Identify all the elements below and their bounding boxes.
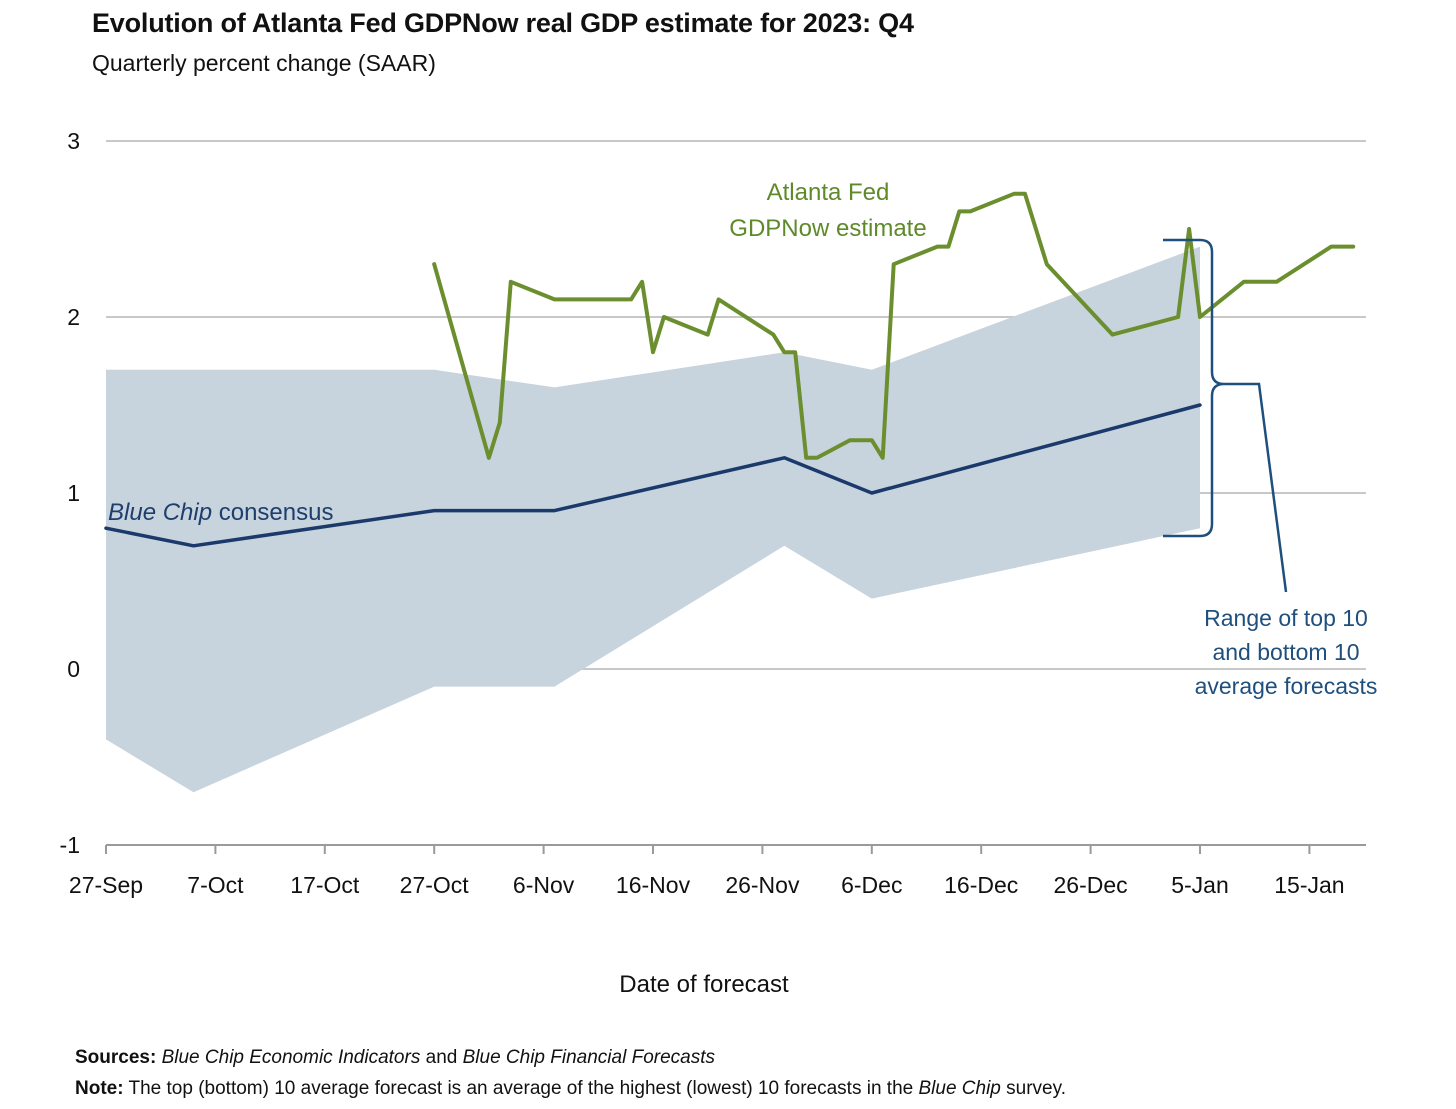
chart-title: Evolution of Atlanta Fed GDPNow real GDP… (92, 8, 914, 38)
note-italic: Blue Chip (918, 1078, 1001, 1099)
y-axis-tick-labels: -1 0 1 2 3 (60, 128, 80, 858)
x-tick-label: 6-Dec (841, 872, 902, 898)
bluechip-series (104, 403, 1202, 548)
sources-part-2: Blue Chip Financial Forecasts (462, 1047, 715, 1068)
x-tick-label: 27-Oct (400, 872, 470, 898)
note-line: Note: The top (bottom) 10 average foreca… (75, 1073, 1066, 1104)
x-tick-label: 17-Oct (290, 872, 360, 898)
note-part-2: survey. (1000, 1078, 1066, 1099)
y-tick-label: 3 (67, 128, 80, 154)
y-tick-label: -1 (60, 832, 80, 858)
x-axis-title: Date of forecast (619, 971, 789, 998)
x-tick-label: 6-Nov (513, 872, 575, 898)
bluechip-label: Blue Chip consensus (108, 499, 333, 526)
x-tick-label: 27-Sep (69, 872, 143, 898)
note-label: Note: (75, 1078, 124, 1099)
x-tick-label: 16-Nov (616, 872, 691, 898)
range-label-line-2: and bottom 10 (1212, 639, 1359, 665)
x-axis-tick-labels: 27-Sep 7-Oct 17-Oct 27-Oct 6-Nov 16-Nov 26-Nov… (69, 872, 1345, 898)
x-tick-label: 26-Dec (1054, 872, 1128, 898)
y-tick-label: 0 (67, 656, 80, 682)
y-tick-label: 1 (67, 480, 80, 506)
footnotes: Sources: Blue Chip Economic Indicators a… (75, 1042, 1066, 1104)
sources-line: Sources: Blue Chip Economic Indicators a… (75, 1042, 1066, 1073)
annotations: Atlanta Fed GDPNow estimate Blue Chip co… (108, 179, 1377, 699)
gdpnow-line (432, 191, 1356, 460)
x-tick-label: 16-Dec (944, 872, 1018, 898)
bluechip-label-rest: consensus (212, 499, 333, 526)
forecast-range-area (106, 246, 1200, 793)
note-part-1: The top (bottom) 10 average forecast is … (123, 1078, 919, 1099)
gdpnow-label-line-1: Atlanta Fed (767, 179, 890, 206)
range-label-line-3: average forecasts (1195, 673, 1378, 699)
bluechip-label-italic: Blue Chip (108, 499, 212, 526)
range-label-line-1: Range of top 10 (1204, 605, 1368, 631)
gdpnow-label-line-2: GDPNow estimate (729, 215, 926, 242)
range-bracket-pointer (1224, 382, 1288, 593)
x-tick-label: 7-Oct (187, 872, 244, 898)
sources-part-1: Blue Chip Economic Indicators (161, 1047, 421, 1068)
sources-label: Sources: (75, 1047, 157, 1068)
range-area-polygon (106, 246, 1200, 793)
x-tick-label: 15-Jan (1274, 872, 1344, 898)
x-axis (105, 844, 1366, 854)
chart-canvas: -1 0 1 2 3 27-Sep 7-Oct 17-Oct 27-Oct 6-Nov 16-No… (60, 128, 1378, 998)
chart-subtitle: Quarterly percent change (SAAR) (92, 50, 436, 76)
sources-and: and (420, 1047, 463, 1068)
gdpnow-series (432, 191, 1356, 460)
x-tick-label: 5-Jan (1171, 872, 1229, 898)
y-tick-label: 2 (67, 304, 80, 330)
x-tick-label: 26-Nov (725, 872, 800, 898)
